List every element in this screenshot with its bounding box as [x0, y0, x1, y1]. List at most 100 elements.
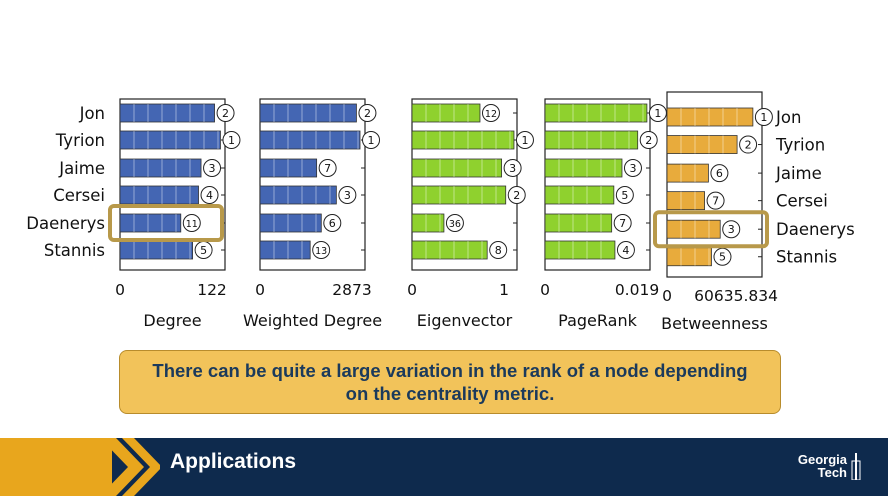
x-tick-label: 0.019	[615, 281, 659, 299]
callout-text: There can be quite a large variation in …	[152, 360, 748, 404]
tech-tower-icon	[851, 453, 861, 480]
bar-jon	[544, 103, 648, 123]
chart-frame	[666, 91, 763, 278]
bar-daenerys	[119, 213, 182, 233]
rank-label: 6	[329, 217, 336, 230]
x-axis-label: Degree	[143, 311, 201, 330]
rank-label: 2	[364, 107, 371, 120]
centrality-charts: 2134115JonTyrionJaimeCerseiDaenerysStann…	[26, 91, 855, 333]
rank-badge	[639, 131, 658, 149]
rank-label: 2	[222, 107, 229, 120]
chart-frame	[544, 98, 651, 271]
rank-badge	[515, 131, 534, 149]
x-axis-label: PageRank	[558, 311, 637, 330]
rank-label: 3	[629, 162, 636, 175]
rank-label: 4	[622, 244, 629, 257]
bar-tyrion	[119, 130, 221, 150]
footer-bar: Applications	[0, 438, 888, 496]
chevron-right-icon	[100, 438, 160, 496]
category-label: Cersei	[53, 186, 105, 205]
category-label: Stannis	[776, 248, 837, 267]
category-label: Cersei	[776, 192, 828, 211]
bar-stannis	[259, 240, 311, 260]
bar-stannis	[411, 240, 488, 260]
category-label: Tyrion	[55, 131, 105, 150]
category-label: Stannis	[44, 241, 105, 260]
x-tick-label: 2873	[332, 281, 371, 299]
rank-badge	[203, 159, 222, 177]
rank-label: 6	[716, 167, 723, 180]
highlight-box	[653, 210, 769, 249]
rank-label: 7	[619, 217, 626, 230]
bar-cersei	[666, 191, 705, 211]
bar-cersei	[544, 185, 615, 205]
category-label: Tyrion	[775, 136, 825, 155]
bar-tyrion	[259, 130, 361, 150]
bar-cersei	[259, 185, 337, 205]
bar-tyrion	[544, 130, 639, 150]
rank-badge	[706, 191, 725, 210]
category-label: Daenerys	[26, 214, 105, 233]
x-tick-label: 60635.834	[694, 287, 778, 305]
bar-jon	[411, 103, 481, 123]
rank-badge	[312, 241, 331, 259]
rank-label: 2	[513, 189, 520, 202]
category-label: Daenerys	[776, 220, 855, 239]
bar-jaime	[544, 158, 623, 178]
rank-label: 5	[621, 189, 628, 202]
rank-label: 36	[449, 219, 461, 230]
chart-betweenness: 1 2 6 7 3 5 Jon Tyrion Jaime Cersei Daenerys Stanni…	[653, 91, 855, 333]
footer-title: Applications	[170, 450, 297, 473]
chart-frame	[411, 98, 518, 271]
rank-label: 1	[228, 134, 235, 147]
rank-badge	[445, 214, 464, 232]
bar-jaime	[119, 158, 202, 178]
rank-badge	[489, 241, 508, 259]
bar-tyrion	[666, 135, 738, 154]
rank-badge	[507, 186, 526, 204]
rank-badge	[503, 159, 522, 177]
bar-jaime	[411, 158, 503, 178]
rank-badge	[615, 186, 634, 204]
bar-jon	[666, 107, 754, 127]
rank-label: 5	[200, 244, 207, 257]
chart-weighted-degree: 2 1 7 3 6 13 0 2873 Weighted Degree	[243, 98, 382, 330]
rank-label: 3	[344, 189, 351, 202]
bar-stannis	[544, 240, 616, 260]
rank-label: 1	[760, 111, 767, 124]
rank-label: 13	[315, 246, 327, 257]
rank-badge	[200, 186, 219, 204]
category-label: Jon	[79, 104, 105, 123]
bar-cersei	[119, 185, 199, 205]
chart-pagerank: 1 2 3 5 7 4 0 0.019 PageRank	[540, 98, 667, 330]
rank-badge	[323, 214, 342, 232]
rank-label: 1	[654, 107, 661, 120]
rank-label: 1	[368, 134, 375, 147]
rank-badge	[362, 131, 381, 149]
rank-label: 2	[645, 134, 652, 147]
logo-line2: Tech	[817, 465, 847, 480]
x-tick-label: 0	[662, 287, 672, 305]
x-tick-label: 0	[115, 281, 125, 299]
bar-jon	[259, 103, 357, 123]
rank-label: 2	[745, 139, 752, 152]
category-label: Jaime	[775, 164, 822, 183]
footer-accent	[0, 438, 112, 496]
callout-box: There can be quite a large variation in …	[119, 350, 781, 414]
rank-label: 8	[495, 244, 502, 257]
x-axis-label: Weighted Degree	[243, 311, 382, 330]
category-label: Jon	[775, 108, 801, 127]
bar-jaime	[666, 163, 709, 183]
bar-tyrion	[411, 130, 515, 150]
rank-badge	[722, 220, 741, 239]
rank-badge	[713, 247, 732, 266]
x-tick-label: 0	[540, 281, 550, 299]
rank-badge	[623, 159, 642, 177]
rank-label: 7	[712, 195, 719, 208]
rank-label: 1	[521, 134, 528, 147]
rank-label: 11	[186, 219, 198, 230]
rank-badge	[222, 131, 241, 149]
rank-badge	[616, 241, 635, 259]
x-tick-label: 122	[197, 281, 227, 299]
rank-badge	[358, 104, 377, 122]
